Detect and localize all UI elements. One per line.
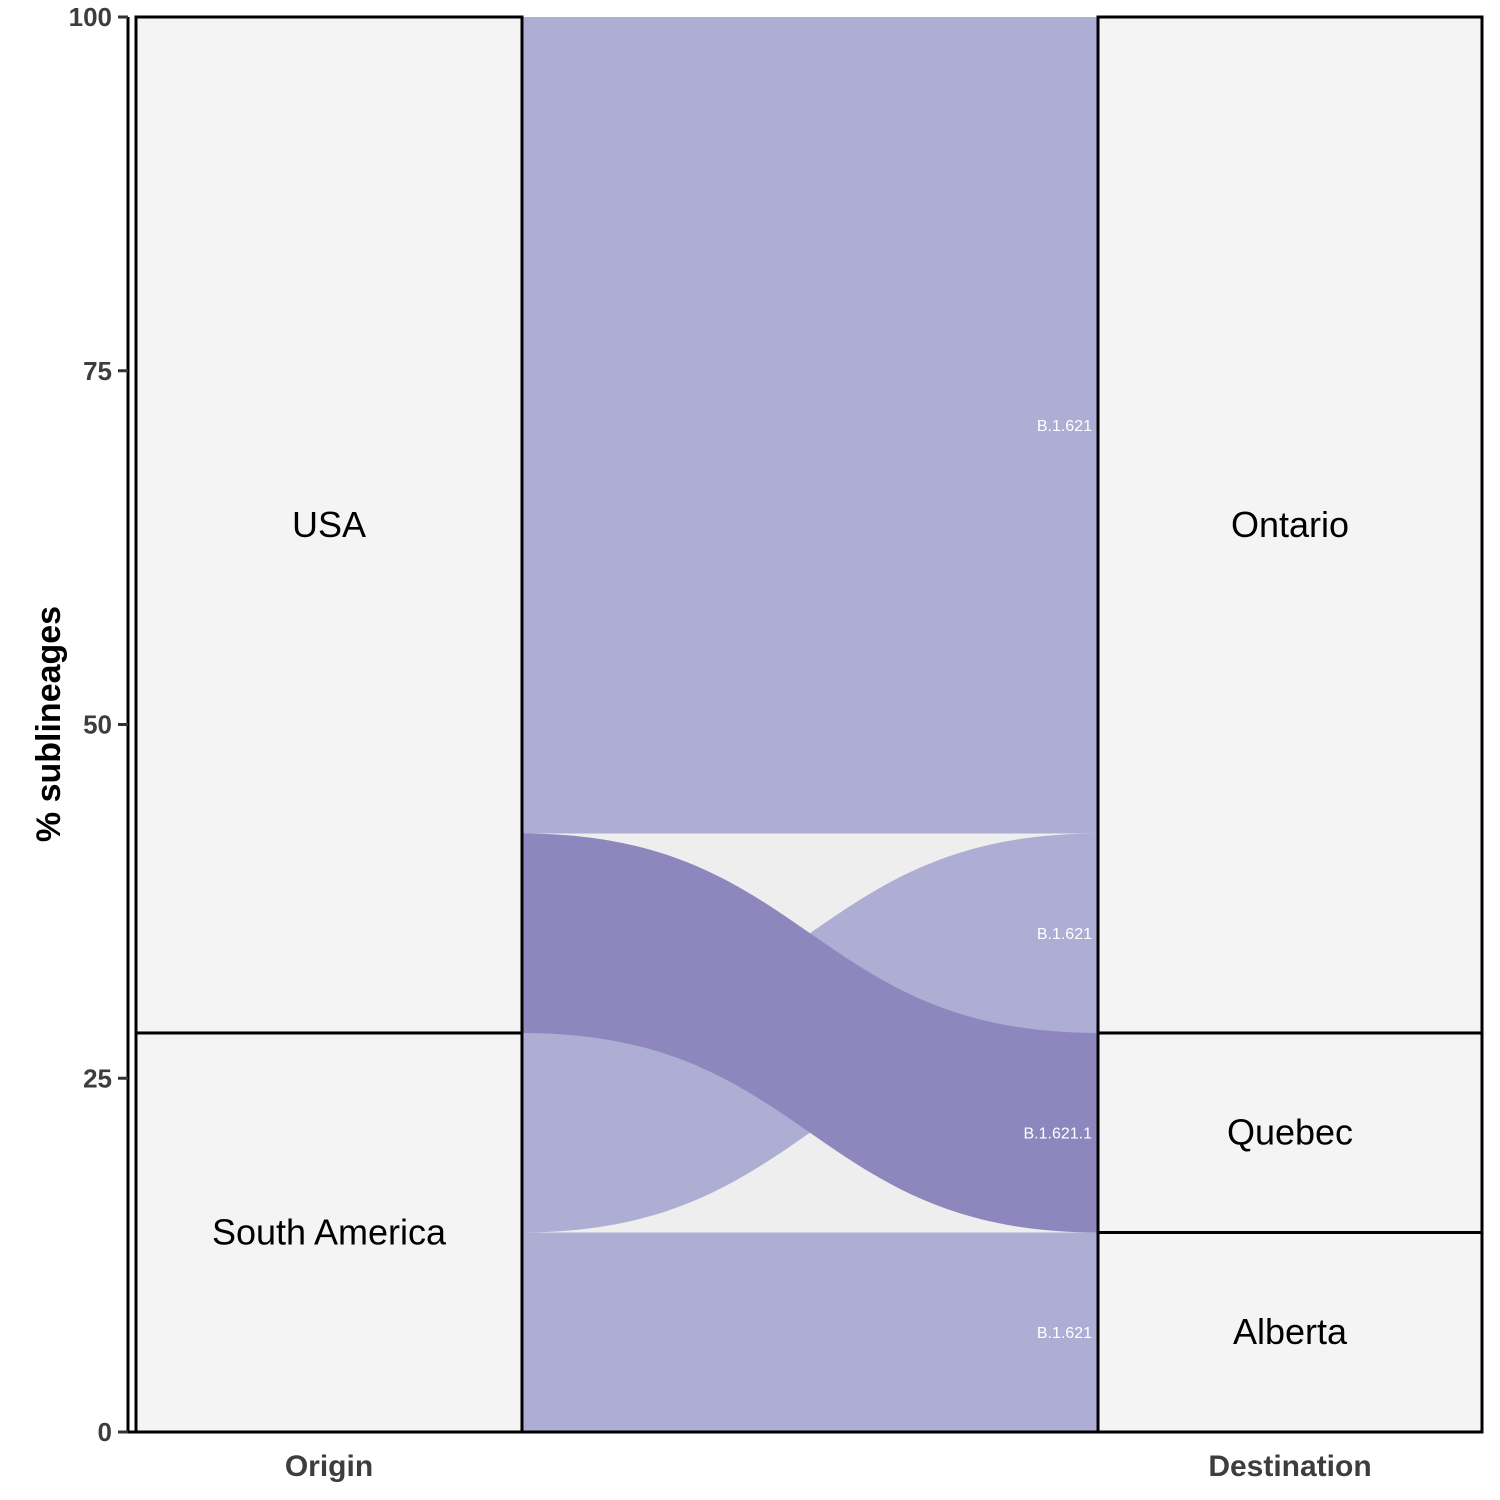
- stratum-south-america: [134, 1031, 524, 1434]
- stratum-ontario: [1096, 15, 1484, 1035]
- flow-label: B.1.621: [1037, 418, 1092, 435]
- stratum-usa: [134, 15, 524, 1035]
- flow-south-america-to-alberta: [522, 1232, 1098, 1432]
- flow-usa-to-quebec: [522, 833, 1098, 1233]
- stratum-label: Alberta: [1233, 1311, 1348, 1352]
- y-tick-label: 50: [83, 710, 112, 740]
- stratum-quebec: [1096, 1031, 1484, 1234]
- stratum-label: USA: [292, 504, 366, 545]
- strata-group: South America USA Origin Alberta Quebec Ontar…: [134, 15, 1484, 1483]
- x-tick-label-destination: Destination: [1208, 1450, 1371, 1483]
- stratum-label: Quebec: [1227, 1112, 1353, 1153]
- x-tick-label-origin: Origin: [285, 1450, 373, 1483]
- y-axis-title: % sublineages: [30, 606, 68, 842]
- stratum-label: South America: [212, 1211, 447, 1252]
- y-tick-label: 75: [83, 356, 112, 386]
- flows-group: B.1.621 B.1.621 B.1.621.1 B.1.621: [522, 17, 1098, 1432]
- flow-label: B.1.621.1: [1024, 1126, 1093, 1143]
- y-tick-label: 0: [98, 1417, 112, 1447]
- flow-usa-to-ontario: [522, 17, 1098, 834]
- y-axis: 0 25 50 75 100: [69, 2, 1482, 1447]
- stratum-label: Ontario: [1231, 504, 1349, 545]
- y-tick-label: 25: [83, 1063, 112, 1093]
- flow-label: B.1.621: [1037, 926, 1092, 943]
- y-tick-label: 100: [69, 2, 112, 32]
- flow-label: B.1.621: [1037, 1325, 1092, 1342]
